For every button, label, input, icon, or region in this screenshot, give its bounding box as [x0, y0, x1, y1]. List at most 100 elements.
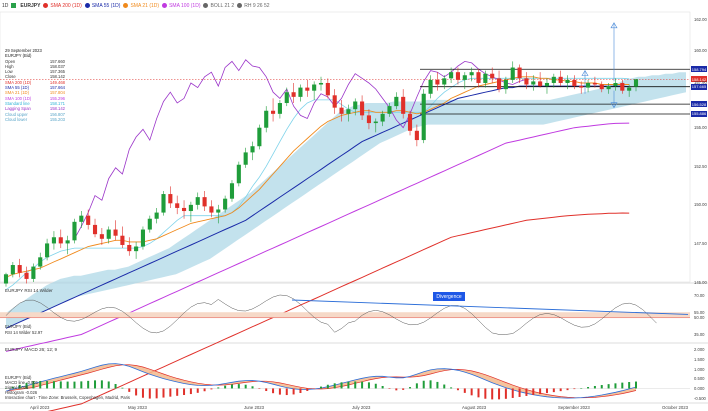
x-axis-tick: July 2023 — [352, 405, 371, 410]
macd-histogram-bar — [607, 384, 610, 389]
x-axis-tick: June 2023 — [244, 405, 265, 410]
indicator-1[interactable]: SMA 55 (1D) — [84, 2, 120, 9]
candle-body — [449, 72, 454, 79]
macd-histogram-bar — [11, 386, 14, 389]
indicator-5[interactable]: RH 9 26 52 — [237, 3, 270, 9]
candle-body — [633, 79, 639, 87]
indicator-3[interactable]: SMA 100 (1D) — [162, 3, 200, 9]
indicator-2[interactable]: SMA 21 (1D) — [123, 3, 159, 9]
divergence-label[interactable]: Divergence — [433, 292, 465, 301]
macd-histogram-bar — [100, 380, 103, 389]
macd-histogram-bar — [196, 388, 199, 393]
indicator-4[interactable]: BOLL 21 2 — [203, 3, 234, 9]
price-axis-tick: 152.50 — [694, 163, 707, 169]
x-axis-tick: August 2023 — [462, 405, 487, 410]
candle-body — [346, 109, 351, 114]
candle-body — [462, 75, 467, 80]
candle-body — [45, 243, 50, 258]
candle-body — [79, 215, 84, 222]
macd-histogram-bar — [128, 388, 131, 392]
candle-body — [10, 265, 15, 275]
candle-body — [17, 265, 22, 273]
up-arrow-icon — [581, 70, 589, 76]
macd-axis-tick: 2.000 — [694, 347, 705, 353]
symbol-label[interactable]: EURJPY — [20, 2, 41, 9]
macd-histogram-bar — [491, 388, 494, 400]
candle-body — [140, 229, 146, 247]
candle-body — [490, 73, 495, 79]
candle-body — [551, 76, 556, 83]
candle-body — [181, 207, 187, 212]
candle-body — [531, 81, 536, 85]
macd-histogram-bar — [374, 383, 377, 389]
macd-histogram-bar — [52, 381, 55, 389]
macd-histogram-bar — [59, 381, 62, 389]
candle-body — [414, 130, 419, 141]
macd-histogram-bar — [333, 383, 336, 389]
legend-row: Standard line 158.171 — [5, 100, 65, 106]
macd-histogram-bar — [94, 380, 97, 389]
legend-row: Open 157.660 — [5, 58, 65, 64]
sma200-line — [47, 212, 630, 411]
candle-body — [154, 212, 159, 219]
macd-histogram-bar — [189, 388, 192, 395]
candle-body — [476, 72, 481, 83]
price-axis-tick: 145.00 — [694, 279, 707, 285]
price-axis-tick: 160.00 — [694, 48, 707, 54]
legend-row: Lagging Span 158.142 — [5, 106, 65, 112]
macd-histogram-bar — [176, 388, 179, 396]
candle-body — [558, 76, 563, 83]
macd-histogram-bar — [5, 388, 7, 389]
macd-histogram-bar — [340, 382, 343, 389]
timeframe-label[interactable]: 1D — [2, 2, 9, 9]
candle-body — [394, 96, 399, 107]
macd-histogram-bar — [450, 387, 453, 389]
price-axis-tick: 150.00 — [694, 202, 707, 208]
macd-histogram-bar — [114, 383, 117, 389]
macd-histogram-bar — [244, 384, 247, 389]
candle-body — [202, 197, 207, 207]
candle-body — [517, 67, 522, 79]
rsi-axis-tick: 70.00 — [694, 293, 705, 299]
macd-histogram-bar — [25, 382, 28, 389]
macd-histogram-bar — [285, 388, 288, 396]
candle-body — [264, 110, 269, 128]
macd-histogram-bar — [402, 388, 405, 390]
rsi-panel-title: EURJPY RSI 14 Wilder — [5, 288, 53, 293]
price-label: 156.528 — [691, 101, 707, 108]
macd-histogram-bar — [635, 381, 637, 389]
macd-histogram-bar — [545, 388, 548, 394]
candle-body — [24, 272, 29, 279]
macd-histogram-bar — [429, 380, 432, 389]
macd-histogram-bar — [367, 382, 370, 389]
candle-body — [291, 92, 296, 97]
macd-histogram-bar — [210, 388, 213, 390]
macd-sub-line: Histogram -0.026 — [5, 390, 38, 395]
macd-histogram-bar — [135, 388, 138, 396]
candle-body — [305, 87, 310, 91]
candle-body — [565, 79, 570, 83]
macd-histogram-bar — [73, 381, 76, 389]
candle-body — [38, 257, 43, 267]
candle-body — [298, 87, 303, 97]
legend-row: Cloud lower 155.203 — [5, 116, 65, 122]
macd-histogram-bar — [361, 381, 364, 389]
macd-histogram-bar — [272, 388, 275, 394]
macd-sub-line: EURJPY (Bid) — [5, 375, 32, 380]
indicator-color-icon — [162, 2, 168, 8]
price-axis-tick: 147.50 — [694, 240, 707, 246]
candle-body — [134, 246, 139, 252]
candle-body — [353, 101, 358, 110]
candle-body — [168, 194, 173, 204]
main-panel-frame — [0, 11, 691, 283]
indicator-0[interactable]: SMA 200 (1D) — [43, 3, 82, 9]
rsi-axis-tick: 50.00 — [694, 315, 705, 321]
macd-histogram-bar — [237, 384, 240, 389]
candle-body — [120, 235, 125, 245]
rsi-axis-tick: 55.00 — [694, 309, 705, 315]
macd-histogram-bar — [552, 388, 555, 393]
macd-histogram-bar — [39, 380, 42, 389]
macd-histogram-bar — [504, 388, 507, 399]
indicator-color-icon — [84, 2, 90, 8]
